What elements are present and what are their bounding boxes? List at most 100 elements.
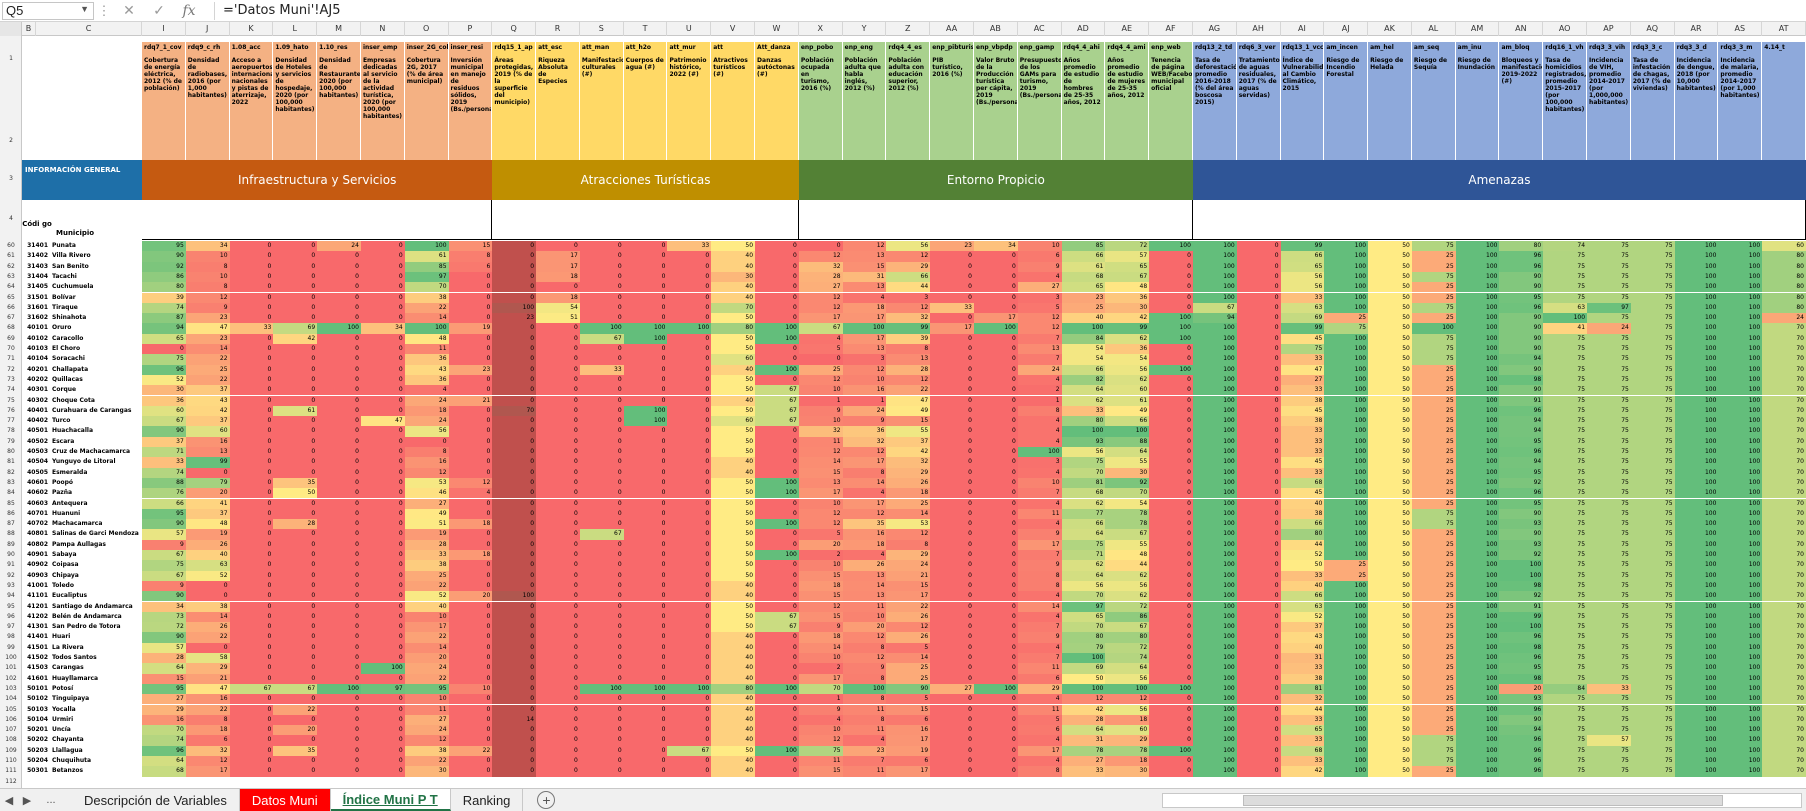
data-cell[interactable]: 0	[579, 354, 624, 365]
data-cell[interactable]: 14	[185, 611, 230, 623]
data-cell[interactable]: 95	[142, 508, 186, 520]
data-cell[interactable]: 62	[1061, 395, 1106, 406]
data-cell[interactable]: 33	[1280, 467, 1325, 478]
row-header[interactable]: 63	[7, 272, 15, 280]
row-header[interactable]: 65	[7, 293, 15, 301]
data-cell[interactable]: 23	[448, 364, 493, 375]
data-cell[interactable]: 7	[1017, 550, 1062, 561]
data-cell[interactable]: 100	[1455, 416, 1500, 427]
data-cell[interactable]: 70	[1762, 333, 1806, 344]
data-cell[interactable]: 0	[360, 580, 405, 592]
data-cell[interactable]: 100	[1149, 323, 1193, 334]
data-cell[interactable]: 75	[1630, 766, 1675, 777]
data-cell[interactable]: 0	[1149, 529, 1193, 540]
data-cell[interactable]: 25	[1411, 426, 1456, 437]
data-cell[interactable]: 0	[1149, 550, 1193, 561]
data-cell[interactable]: 65	[1280, 261, 1325, 272]
data-cell[interactable]: 75	[1543, 416, 1588, 427]
data-cell[interactable]: 22	[185, 704, 230, 715]
data-cell[interactable]: 75	[1543, 653, 1588, 664]
data-cell[interactable]: 95	[404, 683, 449, 695]
data-cell[interactable]: 57	[1587, 735, 1631, 746]
data-cell[interactable]: 33	[1280, 447, 1325, 458]
data-cell[interactable]: 100	[1674, 653, 1719, 664]
table-row[interactable]: 41201 Santiago de Andamarca 34 38 0 0 0 0 40 0 0 0 0…	[22, 601, 1806, 612]
data-cell[interactable]: 75	[1587, 611, 1631, 623]
data-cell[interactable]: 50	[1368, 529, 1412, 540]
data-cell[interactable]: 61	[1105, 395, 1150, 406]
data-cell[interactable]: 2	[1017, 385, 1062, 396]
data-cell[interactable]: 75	[1543, 477, 1588, 489]
data-cell[interactable]: 68	[1061, 488, 1106, 499]
data-cell[interactable]: 0	[667, 426, 712, 437]
data-cell[interactable]: 47	[1280, 364, 1325, 375]
data-cell[interactable]: 0	[755, 704, 799, 715]
data-cell[interactable]: 100	[1674, 642, 1719, 653]
data-cell[interactable]: 70	[1762, 673, 1806, 684]
data-cell[interactable]: 26	[886, 477, 931, 489]
data-cell[interactable]: 0	[1236, 292, 1281, 303]
data-cell[interactable]: 0	[229, 560, 274, 571]
data-cell[interactable]: 0	[1149, 508, 1193, 520]
data-cell[interactable]: 0	[579, 622, 624, 633]
row-header[interactable]: 101	[5, 664, 17, 672]
chevron-down-icon[interactable]: ▼	[80, 3, 89, 14]
data-cell[interactable]: 27	[1017, 282, 1062, 293]
data-cell[interactable]: 0	[492, 477, 537, 489]
data-cell[interactable]: 4	[1017, 498, 1062, 509]
data-cell[interactable]: 0	[667, 539, 712, 550]
data-cell[interactable]: 0	[492, 735, 537, 746]
table-row[interactable]: 40505 Esmeralda 74 0 0 0 0 0 12 0 0 0 0 0 0 40 0 15 8 29 0 0 4…	[22, 467, 1806, 478]
data-cell[interactable]: 42	[1105, 313, 1150, 324]
data-cell[interactable]: 70	[1762, 344, 1806, 355]
data-cell[interactable]: 68	[142, 766, 186, 777]
data-cell[interactable]: 0	[579, 508, 624, 520]
column-header[interactable]: AP	[1587, 22, 1631, 36]
data-cell[interactable]: 100	[1324, 694, 1369, 705]
data-cell[interactable]: 0	[755, 642, 799, 653]
data-cell[interactable]: 100	[1192, 683, 1237, 695]
data-cell[interactable]: 75	[1587, 313, 1631, 324]
data-cell[interactable]: 9	[1017, 560, 1062, 571]
data-cell[interactable]: 75	[1411, 508, 1456, 520]
data-cell[interactable]: 0	[623, 292, 668, 303]
data-cell[interactable]: 0	[536, 673, 580, 684]
column-header[interactable]: B	[22, 22, 36, 36]
data-cell[interactable]: 0	[755, 508, 799, 520]
data-cell[interactable]: 0	[1236, 611, 1281, 623]
data-cell[interactable]: 0	[317, 354, 361, 365]
data-cell[interactable]: 12	[842, 653, 887, 664]
row-header[interactable]: 98	[7, 633, 15, 641]
data-cell[interactable]: 0	[623, 560, 668, 571]
data-cell[interactable]: 100	[1192, 292, 1237, 303]
data-cell[interactable]: 35	[273, 745, 318, 756]
data-cell[interactable]: 72	[1105, 601, 1150, 612]
data-cell[interactable]: 45	[1280, 488, 1325, 499]
data-cell[interactable]: 8	[1017, 570, 1062, 581]
data-cell[interactable]: 50	[711, 477, 756, 489]
data-cell[interactable]: 50	[1368, 436, 1412, 447]
data-cell[interactable]: 17	[842, 313, 887, 324]
row-header[interactable]: 83	[7, 478, 15, 486]
data-cell[interactable]: 0	[360, 601, 405, 612]
data-cell[interactable]: 0	[273, 673, 318, 684]
data-cell[interactable]: 0	[930, 447, 974, 458]
data-cell[interactable]: 25	[1411, 447, 1456, 458]
data-cell[interactable]: 100	[1718, 313, 1763, 324]
data-cell[interactable]: 75	[1630, 271, 1675, 283]
data-cell[interactable]: 100	[1674, 447, 1719, 458]
municipality-cell[interactable]: 50104 Urmiri	[22, 715, 142, 725]
data-cell[interactable]: 0	[974, 653, 1018, 664]
data-cell[interactable]: 0	[448, 302, 493, 314]
data-cell[interactable]: 0	[317, 302, 361, 314]
data-cell[interactable]: 61	[1061, 261, 1106, 272]
data-cell[interactable]: 100	[1192, 395, 1237, 406]
data-cell[interactable]: 0	[492, 601, 537, 612]
data-cell[interactable]: 40	[404, 601, 449, 612]
data-cell[interactable]: 100	[755, 333, 799, 344]
data-cell[interactable]: 0	[974, 704, 1018, 715]
data-cell[interactable]: 75	[1587, 642, 1631, 653]
municipality-cell[interactable]: 31402 Villa Rivero	[22, 251, 142, 261]
data-cell[interactable]: 65	[1105, 261, 1150, 272]
data-cell[interactable]: 5	[798, 344, 843, 355]
